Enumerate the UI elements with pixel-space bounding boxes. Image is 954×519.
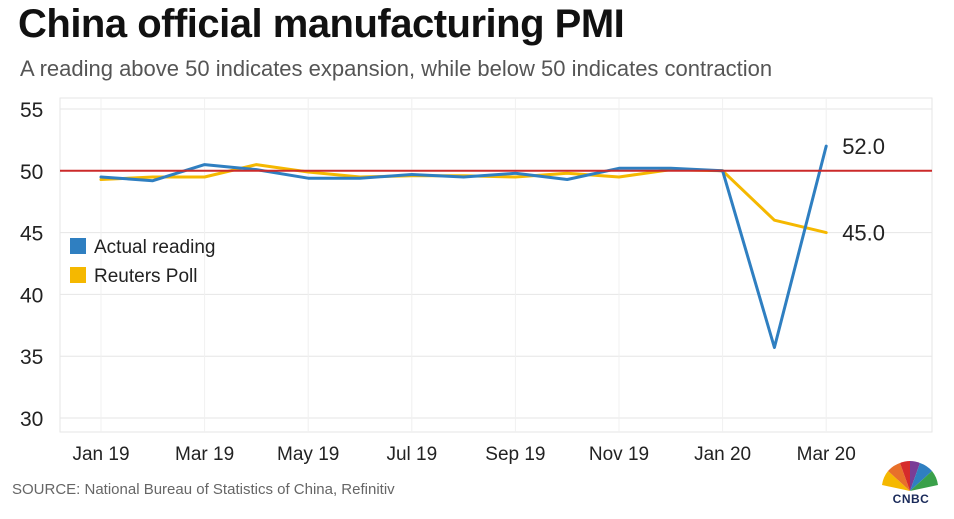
x-tick-label: Mar 19 [175, 444, 234, 465]
x-tick-label: Nov 19 [589, 444, 649, 465]
end-label-actual-reading: 52.0 [842, 134, 885, 159]
plot-frame [59, 97, 933, 433]
y-tick-label: 35 [20, 346, 43, 369]
legend-label: Reuters Poll [94, 266, 198, 287]
y-tick-label: 45 [20, 223, 43, 246]
end-label-reuters-poll: 45.0 [842, 221, 885, 246]
chart-subtitle: A reading above 50 indicates expansion, … [20, 56, 773, 81]
chart-title: China official manufacturing PMI [18, 2, 625, 46]
legend-label: Actual reading [94, 237, 215, 258]
x-tick-label: Jan 19 [72, 444, 129, 465]
x-tick-label: Jan 20 [694, 444, 751, 465]
y-tick-label: 50 [20, 161, 43, 184]
cnbc-logo-text: CNBC [892, 492, 930, 506]
cnbc-peacock-icon [882, 461, 938, 491]
series-line-reuters-poll [99, 163, 828, 235]
source-note: SOURCE: National Bureau of Statistics of… [12, 481, 395, 498]
y-tick-label: 40 [20, 284, 43, 307]
y-tick-label: 30 [20, 408, 43, 431]
legend-swatch [70, 267, 86, 283]
y-tick-label: 55 [20, 99, 43, 122]
x-tick-label: Jul 19 [386, 444, 437, 465]
legend-swatch [70, 238, 86, 254]
x-tick-label: May 19 [277, 444, 339, 465]
x-tick-label: Sep 19 [485, 444, 545, 465]
x-tick-label: Mar 20 [797, 444, 856, 465]
